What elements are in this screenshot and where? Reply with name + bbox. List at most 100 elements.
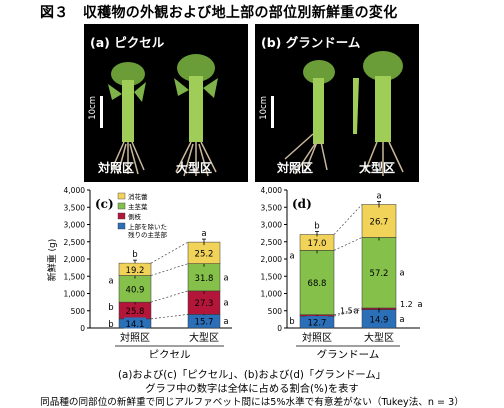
- pct-label: 14.1: [126, 320, 145, 330]
- legend-label: 側枝: [128, 212, 142, 221]
- pct-label: 12.7: [308, 319, 327, 329]
- y-tick-label: 3,500: [64, 203, 86, 212]
- significance-letter: a: [108, 277, 113, 287]
- figure-note-3: 同品種の同部位の新鮮重で同じアルファベット間には5%水準で有意差がない（Tuke…: [40, 397, 464, 408]
- scale-bar: [100, 96, 103, 128]
- significance-letter: a: [376, 191, 381, 201]
- legend-label: 上部を除いた: [128, 222, 167, 231]
- legend-swatch: [117, 202, 126, 210]
- plant-control: [284, 60, 335, 175]
- photo-plot-label-large: 大型区: [359, 161, 396, 175]
- pct-label-bg: [368, 214, 390, 226]
- y-tick-label: 500: [268, 307, 283, 316]
- y-tick-label: 0: [80, 324, 85, 333]
- significance-letter: a: [289, 251, 294, 261]
- pct-label-bg: [368, 312, 390, 324]
- pct-label: 19.2: [126, 266, 145, 276]
- pct-label-bg: [124, 263, 146, 275]
- pct-label: 26.7: [370, 217, 389, 227]
- significance-letter: a: [223, 299, 228, 309]
- photo-panel-label: (a) ピクセル: [90, 35, 165, 50]
- pct-label: 27.3: [195, 299, 214, 309]
- pct-label-bg: [193, 296, 215, 308]
- y-tick-label: 1,000: [261, 290, 283, 299]
- pct-label: 14.9: [370, 315, 389, 325]
- pct-label: 68.8: [308, 279, 327, 289]
- y-tick-label: 1,500: [261, 272, 283, 281]
- y-tick-label: 3,000: [64, 221, 86, 230]
- significance-letter: b: [314, 222, 319, 232]
- stacked-bar-charts: 0 500 1,000 1,500 2,000 2,500 3,000 3,500 4,000 (…: [46, 186, 423, 358]
- photo-plot-label-control: 対照区: [98, 161, 135, 175]
- significance-letter: b: [108, 303, 113, 313]
- y-tick-label: 2,000: [261, 255, 283, 264]
- figure-title: 図３ 収穫物の外観および地上部の部位別新鮮重の変化: [40, 5, 398, 21]
- y-tick-label: 2,500: [64, 238, 86, 247]
- pct-label-bg: [124, 282, 146, 294]
- connector-line: [150, 290, 189, 303]
- significance-letter: b: [108, 320, 113, 330]
- broccoli-photo-illustration: [284, 51, 404, 176]
- photo-plot-label-control: 対照区: [277, 161, 314, 175]
- significance-letter: a: [223, 317, 228, 327]
- connector-line: [333, 307, 363, 316]
- pct-label-bg: [193, 271, 215, 283]
- figure-note-1: (a)および(c)「ピクセル」、(b)および(d)「グランドーム」: [118, 369, 386, 381]
- significance-letter: a: [417, 300, 422, 310]
- significance-letter: a: [201, 229, 206, 239]
- y-tick-label: 1,500: [64, 272, 86, 281]
- pct-label: 40.9: [126, 285, 145, 295]
- pct-label-bg: [124, 317, 146, 329]
- significance-letter: b: [132, 250, 137, 260]
- x-category-label: 対照区: [120, 331, 150, 344]
- variety-label: ピクセル: [149, 349, 191, 358]
- photo-plot-label-large: 大型区: [176, 161, 213, 175]
- plant-large: [353, 51, 404, 176]
- pct-label-bg: [368, 266, 390, 278]
- pct-label-bg: [193, 315, 215, 327]
- connector-line: [150, 241, 189, 264]
- pct-label: 15.7: [195, 318, 214, 328]
- y-tick-label: 500: [71, 307, 86, 316]
- plant-control: [108, 62, 146, 175]
- scale-label: 10cm: [259, 96, 269, 120]
- connector-line: [333, 204, 363, 235]
- y-axis-label: 新鮮重 (g): [46, 239, 58, 282]
- scale-bar: [271, 96, 274, 128]
- connector-line: [150, 263, 189, 276]
- legend-label: 残りの主茎部: [128, 230, 168, 239]
- scale-label: 10cm: [88, 96, 98, 120]
- pct-label-bg: [306, 276, 328, 288]
- y-tick-label: 2,000: [64, 255, 86, 264]
- bar-segment-主茎葉: [299, 250, 335, 315]
- y-tick-label: 4,000: [261, 186, 283, 195]
- pct-label-bg: [306, 316, 328, 328]
- pct-label: 25.8: [126, 307, 145, 317]
- connector-line: [150, 314, 189, 320]
- pct-label-bg: [306, 236, 328, 248]
- panel-label: (c): [95, 197, 114, 211]
- y-tick-label: 4,000: [64, 186, 86, 195]
- photo-grandome: (b) グランドーム 10cm 対照区 大型区: [255, 24, 419, 182]
- photo-panel-label: (b) グランドーム: [261, 35, 361, 50]
- broccoli-photo-illustration: [108, 54, 218, 177]
- pct-label-bg: [124, 304, 146, 316]
- x-category-label: 対照区: [302, 331, 332, 344]
- y-tick-label: 1,000: [64, 290, 86, 299]
- plant-large: [174, 54, 218, 177]
- pct-label: 31.8: [195, 274, 214, 284]
- pct-label: 1.2: [400, 300, 413, 309]
- pct-label: 25.2: [195, 249, 214, 259]
- y-tick-label: 0: [277, 324, 282, 333]
- legend-swatch: [117, 222, 126, 230]
- legend-swatch: [117, 212, 126, 220]
- legend-label: 主茎葉: [128, 202, 148, 211]
- connector-line: [333, 309, 363, 317]
- y-tick-label: 2,500: [261, 238, 283, 247]
- significance-letter: a: [223, 273, 228, 283]
- significance-letter: a: [399, 315, 404, 325]
- legend-label: 消花蕾: [128, 192, 148, 201]
- variety-label: グランドーム: [317, 348, 380, 358]
- x-category-label: 大型区: [189, 331, 219, 344]
- significance-letter: a: [353, 307, 358, 317]
